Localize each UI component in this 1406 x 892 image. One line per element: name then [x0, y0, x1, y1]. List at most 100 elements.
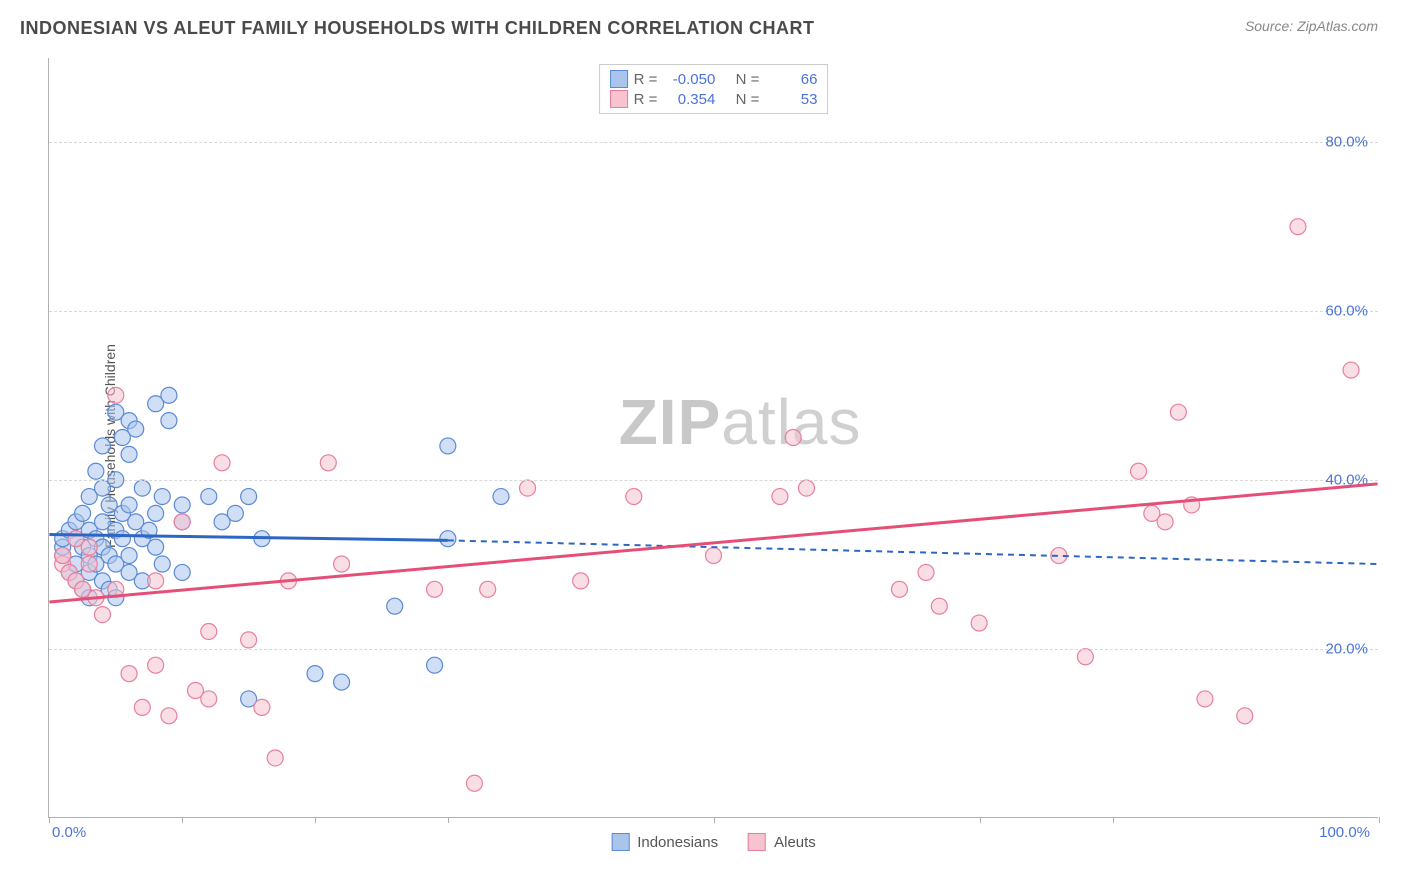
legend-swatch [610, 70, 628, 88]
chart-area: ZIPatlas R =-0.050 N =66R =0.354 N =53 I… [48, 58, 1378, 818]
data-point [466, 775, 482, 791]
page-title: INDONESIAN VS ALEUT FAMILY HOUSEHOLDS WI… [20, 18, 815, 39]
legend-n-value: 53 [765, 91, 817, 108]
data-point [971, 615, 987, 631]
data-point [1157, 514, 1173, 530]
data-point [161, 708, 177, 724]
data-point [161, 413, 177, 429]
legend-n-label: N = [736, 71, 760, 88]
data-point [1170, 404, 1186, 420]
data-point [254, 699, 270, 715]
header-row: INDONESIAN VS ALEUT FAMILY HOUSEHOLDS WI… [0, 0, 1406, 47]
y-tick-label: 80.0% [1325, 134, 1368, 151]
data-point [154, 489, 170, 505]
y-tick-label: 40.0% [1325, 472, 1368, 489]
data-point [387, 598, 403, 614]
x-tick [1113, 817, 1114, 823]
scatter-plot-svg [49, 58, 1378, 817]
legend-r-value: -0.050 [663, 71, 715, 88]
x-tick [49, 817, 50, 823]
data-point [154, 556, 170, 572]
data-point [55, 548, 71, 564]
data-point [1290, 219, 1306, 235]
data-point [1131, 463, 1147, 479]
data-point [307, 666, 323, 682]
legend-r-label: R = [634, 91, 658, 108]
gridline [49, 480, 1378, 481]
data-point [201, 489, 217, 505]
y-tick-label: 20.0% [1325, 641, 1368, 658]
data-point [75, 505, 91, 521]
data-point [626, 489, 642, 505]
gridline [49, 142, 1378, 143]
data-point [706, 548, 722, 564]
data-point [480, 581, 496, 597]
data-point [1077, 649, 1093, 665]
gridline [49, 311, 1378, 312]
data-point [121, 497, 137, 513]
source-label: Source: ZipAtlas.com [1245, 18, 1378, 34]
legend-n-label: N = [736, 91, 760, 108]
data-point [440, 531, 456, 547]
data-point [772, 489, 788, 505]
data-point [1237, 708, 1253, 724]
data-point [891, 581, 907, 597]
y-tick-label: 60.0% [1325, 303, 1368, 320]
data-point [573, 573, 589, 589]
data-point [520, 480, 536, 496]
data-point [241, 632, 257, 648]
data-point [918, 564, 934, 580]
data-point [161, 387, 177, 403]
x-axis-labels: 0.0% 100.0% [48, 824, 1378, 848]
x-start-label: 0.0% [52, 824, 86, 841]
data-point [493, 489, 509, 505]
trend-line-dash [448, 540, 1378, 564]
data-point [241, 489, 257, 505]
data-point [227, 505, 243, 521]
data-point [267, 750, 283, 766]
data-point [1343, 362, 1359, 378]
data-point [214, 455, 230, 471]
data-point [148, 657, 164, 673]
data-point [798, 480, 814, 496]
data-point [121, 666, 137, 682]
legend-swatch [610, 90, 628, 108]
legend-row: R =-0.050 N =66 [610, 69, 818, 89]
x-tick [448, 817, 449, 823]
data-point [174, 497, 190, 513]
x-tick [315, 817, 316, 823]
data-point [128, 421, 144, 437]
data-point [81, 556, 97, 572]
x-tick [182, 817, 183, 823]
data-point [121, 446, 137, 462]
legend-row: R = 0.354 N = 53 [610, 89, 818, 109]
legend-r-value: 0.354 [663, 91, 715, 108]
data-point [785, 430, 801, 446]
correlation-legend: R =-0.050 N =66R =0.354 N =53 [599, 64, 829, 114]
data-point [148, 539, 164, 555]
gridline [49, 649, 1378, 650]
data-point [320, 455, 336, 471]
data-point [95, 607, 111, 623]
data-point [931, 598, 947, 614]
data-point [440, 438, 456, 454]
data-point [121, 548, 137, 564]
legend-r-label: R = [634, 71, 658, 88]
data-point [114, 531, 130, 547]
data-point [174, 514, 190, 530]
data-point [334, 556, 350, 572]
x-tick [1379, 817, 1380, 823]
data-point [108, 387, 124, 403]
trend-line [49, 534, 447, 540]
data-point [95, 438, 111, 454]
data-point [174, 564, 190, 580]
data-point [1197, 691, 1213, 707]
data-point [334, 674, 350, 690]
data-point [134, 699, 150, 715]
data-point [88, 463, 104, 479]
data-point [427, 657, 443, 673]
data-point [201, 623, 217, 639]
data-point [148, 573, 164, 589]
data-point [148, 505, 164, 521]
data-point [134, 480, 150, 496]
